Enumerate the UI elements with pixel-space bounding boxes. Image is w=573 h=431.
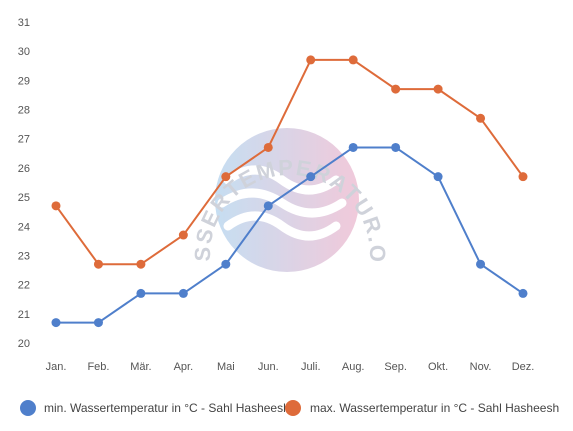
data-point-min[interactable] [221,259,231,269]
data-point-min[interactable] [178,288,188,298]
data-point-min[interactable] [391,142,401,152]
y-tick-label: 20 [18,338,30,350]
y-tick-label: 23 [18,250,30,262]
y-tick-label: 28 [18,105,30,117]
data-point-max[interactable] [93,259,103,269]
x-tick-label: Nov. [470,361,492,373]
x-tick-label: Feb. [87,361,109,373]
x-tick-label: Mai [217,361,235,373]
data-point-max[interactable] [221,172,231,182]
data-point-min[interactable] [93,318,103,328]
data-point-min[interactable] [136,288,146,298]
legend-marker[interactable] [285,400,301,416]
data-point-max[interactable] [518,172,528,182]
x-tick-label: Mär. [130,361,151,373]
data-point-max[interactable] [263,142,273,152]
waves-logo-icon [217,165,347,241]
data-point-min[interactable] [306,172,316,182]
data-point-min[interactable] [518,288,528,298]
data-point-max[interactable] [433,84,443,94]
data-point-max[interactable] [51,201,61,211]
y-tick-label: 29 [18,75,30,87]
x-tick-label: Juli. [301,361,321,373]
data-point-max[interactable] [476,113,486,123]
series-layer [51,55,528,328]
legend-label[interactable]: min. Wassertemperatur in °C - Sahl Hashe… [44,401,290,415]
legend: min. Wassertemperatur in °C - Sahl Hashe… [20,400,559,416]
x-tick-label: Dez. [512,361,535,373]
data-point-min[interactable] [263,201,273,211]
x-tick-label: Apr. [174,361,194,373]
x-tick-label: Jun. [258,361,279,373]
x-tick-label: Jan. [46,361,67,373]
data-point-min[interactable] [348,142,358,152]
y-tick-label: 27 [18,134,30,146]
legend-marker[interactable] [20,400,36,416]
data-point-min[interactable] [476,259,486,269]
y-tick-label: 24 [18,221,30,233]
legend-label[interactable]: max. Wassertemperatur in °C - Sahl Hashe… [310,401,559,415]
y-tick-label: 30 [18,46,30,58]
data-point-max[interactable] [136,259,146,269]
series-line-max [55,58,524,266]
y-axis-ticks: 20 21 22 23 24 25 26 27 28 29 30 31 [18,17,30,350]
y-tick-label: 21 [18,309,30,321]
series-line-min [56,146,524,324]
x-tick-label: Sep. [384,361,407,373]
data-point-max[interactable] [391,84,401,94]
y-tick-label: 25 [18,192,30,204]
y-tick-label: 26 [18,163,30,175]
x-axis-ticks: Jan. Feb. Mär. Apr. Mai Jun. Juli. Aug. Sep. Okt.… [46,361,535,373]
x-tick-label: Aug. [342,361,365,373]
data-point-min[interactable] [51,318,61,328]
data-point-max[interactable] [178,230,188,240]
y-tick-label: 31 [18,17,30,29]
data-point-max[interactable] [306,55,316,65]
y-tick-label: 22 [18,280,30,292]
data-point-max[interactable] [348,55,358,65]
watermark-logo: WASSERTEMPERATUR.ORG [0,0,388,272]
x-tick-label: Okt. [428,361,448,373]
data-point-min[interactable] [433,172,443,182]
